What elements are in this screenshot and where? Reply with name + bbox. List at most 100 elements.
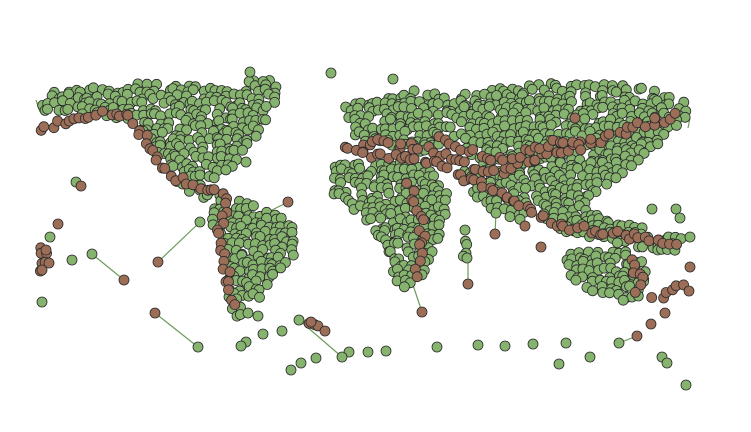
green-node (613, 337, 625, 349)
green-node (242, 307, 254, 319)
brown-node (514, 151, 526, 163)
brown-node (487, 185, 499, 196)
green-node (604, 287, 615, 299)
green-node (601, 178, 613, 190)
brown-node (305, 316, 317, 328)
green-node (36, 296, 48, 308)
green-node (276, 325, 288, 337)
green-node (260, 101, 272, 112)
brown-node (629, 286, 641, 298)
green-node (459, 224, 471, 236)
brown-node (671, 238, 682, 250)
green-node (375, 212, 387, 224)
brown-node (414, 255, 426, 267)
brown-node (649, 112, 661, 124)
brown-node (489, 228, 501, 240)
brown-node (485, 154, 497, 166)
brown-node (218, 217, 230, 229)
brown-node (640, 121, 651, 133)
green-node (432, 232, 444, 244)
green-node (293, 314, 305, 326)
green-node (545, 119, 557, 131)
brown-node (408, 153, 420, 165)
green-node (674, 212, 686, 224)
brown-node (224, 266, 236, 278)
green-node (235, 340, 247, 352)
network-edge (91, 253, 125, 281)
green-node (587, 285, 598, 297)
green-node (88, 82, 99, 94)
green-node (610, 172, 622, 184)
brown-node (282, 196, 294, 208)
brown-node (213, 227, 225, 239)
brown-node (645, 318, 657, 330)
brown-node (417, 214, 429, 226)
green-node (670, 203, 682, 215)
green-node (285, 364, 297, 376)
brown-node (488, 165, 500, 176)
green-node (570, 274, 582, 286)
green-node (455, 116, 467, 128)
green-node (433, 219, 445, 231)
green-node (362, 346, 374, 358)
brown-node (159, 162, 171, 174)
brown-node (408, 196, 420, 208)
green-node (275, 262, 287, 274)
green-node (616, 107, 628, 119)
brown-node (38, 121, 50, 133)
green-node (490, 207, 502, 219)
brown-node (97, 105, 108, 117)
brown-node (458, 156, 470, 168)
green-node (560, 337, 572, 349)
brown-node (382, 137, 394, 149)
brown-node (462, 278, 474, 290)
green-node (684, 231, 696, 243)
green-node (680, 379, 692, 391)
brown-node (603, 128, 615, 140)
green-node (380, 345, 392, 357)
brown-node (575, 144, 587, 156)
green-node (354, 162, 366, 174)
green-node (661, 357, 673, 369)
green-node (584, 351, 596, 363)
green-node (287, 249, 299, 261)
green-node (597, 101, 609, 113)
brown-node (152, 256, 164, 268)
brown-node (529, 154, 541, 166)
brown-node (684, 261, 696, 273)
brown-node (122, 109, 134, 121)
brown-node (357, 147, 369, 159)
green-node (617, 294, 629, 306)
green-node (194, 216, 206, 228)
brown-node (43, 257, 55, 269)
green-node (504, 211, 516, 223)
green-node (181, 124, 193, 136)
green-node (387, 73, 399, 85)
brown-node (441, 162, 453, 174)
brown-node (223, 284, 234, 296)
green-node (237, 144, 248, 156)
green-node (44, 231, 56, 243)
brown-node (534, 143, 545, 155)
green-node (392, 237, 404, 249)
brown-node (401, 177, 413, 189)
green-node (587, 109, 599, 120)
green-node (240, 156, 252, 168)
green-node (428, 170, 440, 182)
green-node (499, 120, 511, 132)
brown-node-layer (35, 105, 696, 342)
green-node (260, 114, 272, 126)
green-node (220, 164, 232, 176)
brown-node (52, 218, 64, 230)
brown-node (646, 292, 658, 303)
green-node (310, 352, 322, 364)
green-node (612, 237, 623, 249)
green-node (553, 358, 565, 370)
brown-node (537, 210, 549, 222)
brown-node (220, 197, 232, 209)
green-node (636, 82, 647, 94)
brown-node (467, 144, 479, 156)
network-edge (154, 312, 199, 348)
brown-node (150, 154, 162, 166)
